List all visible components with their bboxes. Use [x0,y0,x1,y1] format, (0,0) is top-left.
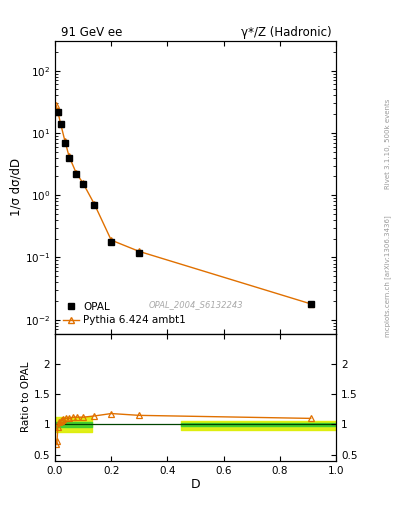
X-axis label: D: D [191,478,200,492]
Text: Rivet 3.1.10, 500k events: Rivet 3.1.10, 500k events [385,98,391,188]
Text: OPAL_2004_S6132243: OPAL_2004_S6132243 [148,300,243,309]
Text: γ*/Z (Hadronic): γ*/Z (Hadronic) [241,26,332,38]
Legend: OPAL, Pythia 6.424 ambt1: OPAL, Pythia 6.424 ambt1 [60,299,189,328]
Y-axis label: Ratio to OPAL: Ratio to OPAL [21,362,31,433]
Text: 91 GeV ee: 91 GeV ee [61,26,122,38]
Y-axis label: 1/σ dσ/dD: 1/σ dσ/dD [9,158,22,217]
Text: mcplots.cern.ch [arXiv:1306.3436]: mcplots.cern.ch [arXiv:1306.3436] [384,216,391,337]
